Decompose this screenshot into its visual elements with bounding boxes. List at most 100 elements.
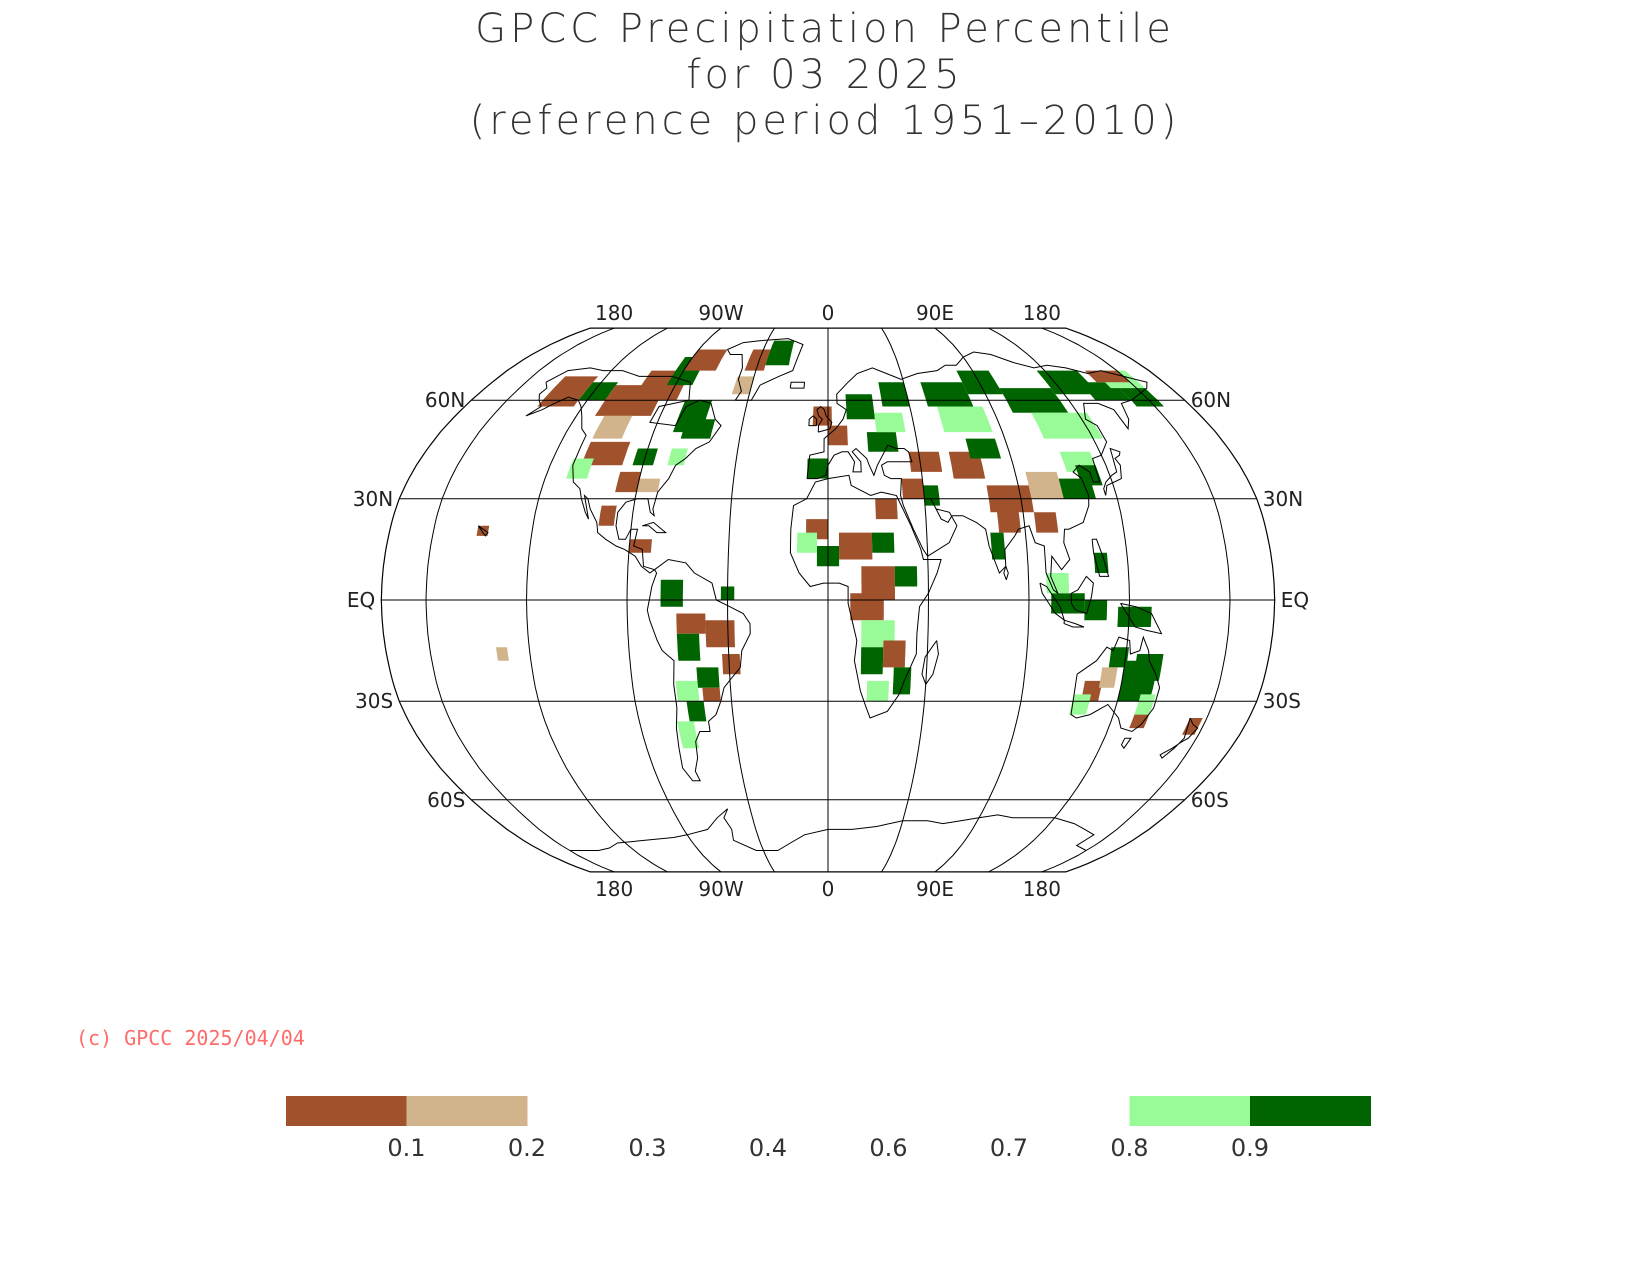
longitude-label-top: 90E xyxy=(916,301,954,325)
coastline xyxy=(569,808,1095,851)
legend-tick-label: 0.6 xyxy=(869,1134,907,1162)
precip-cell-very-dry xyxy=(615,471,642,493)
precip-cell-dry xyxy=(496,647,509,661)
precip-cell-wet xyxy=(675,680,700,702)
longitude-label-bottom: 0 xyxy=(822,877,835,901)
legend-tick-label: 0.9 xyxy=(1231,1134,1269,1162)
grid-labels: 180 90W 0 90E 180 180 90W 0 90E 180 60N 60N 30N 30N EQ… xyxy=(347,301,1309,901)
precip-cell-very-dry xyxy=(996,505,1021,533)
precip-cell-dry xyxy=(1098,667,1118,688)
coastline xyxy=(1120,602,1163,635)
precip-cell-very-dry xyxy=(1129,714,1150,729)
precip-cell-very-wet xyxy=(676,633,701,661)
precip-cell-very-wet xyxy=(923,485,941,506)
precip-cell-very-wet xyxy=(1119,388,1164,407)
longitude-label-bottom: 90E xyxy=(916,877,954,901)
title-line-3: (reference period 1951–2010) xyxy=(469,98,1181,144)
coastline xyxy=(1063,619,1085,628)
legend-swatch-wet xyxy=(1129,1096,1251,1126)
coastline xyxy=(789,474,942,719)
coastline xyxy=(1003,564,1009,580)
precip-cell-very-dry xyxy=(908,451,943,472)
latitude-label-left: 60N xyxy=(425,388,465,412)
coastline xyxy=(646,558,751,782)
legend-swatch-dry xyxy=(406,1096,528,1126)
coastline xyxy=(1070,575,1094,615)
coastline xyxy=(1070,635,1161,733)
precip-cell-dry xyxy=(592,415,633,439)
precip-cell-wet xyxy=(797,532,817,553)
precip-cell-very-wet xyxy=(1036,370,1100,395)
precip-cell-very-dry xyxy=(1033,512,1059,533)
precip-cell-wet xyxy=(1068,694,1091,715)
precip-cell-very-dry xyxy=(861,566,895,600)
latitude-label-left: EQ xyxy=(347,588,375,612)
coastlines xyxy=(477,338,1199,851)
precip-cell-very-wet xyxy=(894,566,918,587)
coastline xyxy=(1120,737,1132,750)
latitude-label-left: 30S xyxy=(355,689,393,713)
title-line-1: GPCC Precipitation Percentile xyxy=(475,6,1175,52)
precip-cell-very-wet xyxy=(990,532,1006,560)
precip-cell-very-wet xyxy=(807,458,828,479)
precip-cell-very-wet xyxy=(765,340,795,366)
precip-cell-very-wet xyxy=(1084,600,1108,621)
legend-tick-label: 0.1 xyxy=(387,1134,425,1162)
title-line-2: for 03 2025 xyxy=(686,52,964,98)
legend-tick-label: 0.4 xyxy=(749,1134,787,1162)
precip-cell-very-dry xyxy=(882,640,906,668)
precip-cell-very-wet xyxy=(866,432,899,452)
legend-tick-label: 0.2 xyxy=(508,1134,546,1162)
precip-cell-very-wet xyxy=(860,647,884,675)
precip-cell-very-wet xyxy=(1051,593,1085,614)
precip-cell-dry xyxy=(636,478,661,493)
precip-cell-very-wet xyxy=(871,532,895,553)
coastline xyxy=(816,405,833,433)
coastline xyxy=(1103,447,1122,496)
precip-cell-very-dry xyxy=(598,505,617,526)
precip-cell-wet xyxy=(861,620,895,648)
latitude-label-right: 60S xyxy=(1191,788,1229,812)
precip-cell-wet xyxy=(874,412,906,433)
longitude-label-bottom: 180 xyxy=(1023,877,1061,901)
coastline xyxy=(1159,717,1199,759)
coastline xyxy=(1091,538,1110,577)
latitude-label-right: 60N xyxy=(1191,388,1231,412)
legend-tick-label: 0.8 xyxy=(1110,1134,1148,1162)
precip-cell-very-dry xyxy=(901,478,925,499)
precip-cell-dry xyxy=(731,376,755,395)
precip-cell-wet xyxy=(1134,694,1156,715)
map-outline xyxy=(380,327,1276,873)
precip-cell-very-wet xyxy=(965,438,1001,459)
precip-cell-very-dry xyxy=(722,654,741,675)
precip-cell-very-wet xyxy=(1079,382,1132,401)
longitude-label-top: 180 xyxy=(595,301,633,325)
legend-tick-label: 0.7 xyxy=(990,1134,1028,1162)
map-title: GPCC Precipitation Percentile for 03 202… xyxy=(0,6,1650,144)
precip-cell-very-dry xyxy=(839,532,873,560)
latitude-label-right: 30N xyxy=(1263,487,1303,511)
longitude-label-top: 90W xyxy=(698,301,743,325)
precip-cell-very-dry xyxy=(537,376,599,407)
latitude-label-right: 30S xyxy=(1263,689,1301,713)
coastline xyxy=(525,367,722,574)
coastline xyxy=(806,351,1148,595)
precip-cell-very-dry xyxy=(1084,370,1131,383)
coastline xyxy=(726,338,804,401)
precip-cell-wet xyxy=(937,406,993,433)
coastline xyxy=(477,525,489,537)
precip-cell-wet xyxy=(677,721,700,749)
coastline xyxy=(789,381,806,389)
longitude-label-bottom: 90W xyxy=(698,877,743,901)
precip-cell-very-wet xyxy=(1108,647,1129,668)
precip-cell-wet xyxy=(866,680,889,702)
world-map: 180 90W 0 90E 180 180 90W 0 90E 180 60N 60N 30N 30N EQ… xyxy=(347,301,1309,901)
legend-tick-label: 0.3 xyxy=(628,1134,666,1162)
latitude-label-left: 30N xyxy=(353,487,393,511)
coastline xyxy=(642,521,668,534)
precip-cell-very-dry xyxy=(676,613,706,634)
precip-cell-very-dry xyxy=(1182,718,1203,735)
longitude-label-bottom: 180 xyxy=(595,877,633,901)
latitude-label-right: EQ xyxy=(1281,588,1309,612)
